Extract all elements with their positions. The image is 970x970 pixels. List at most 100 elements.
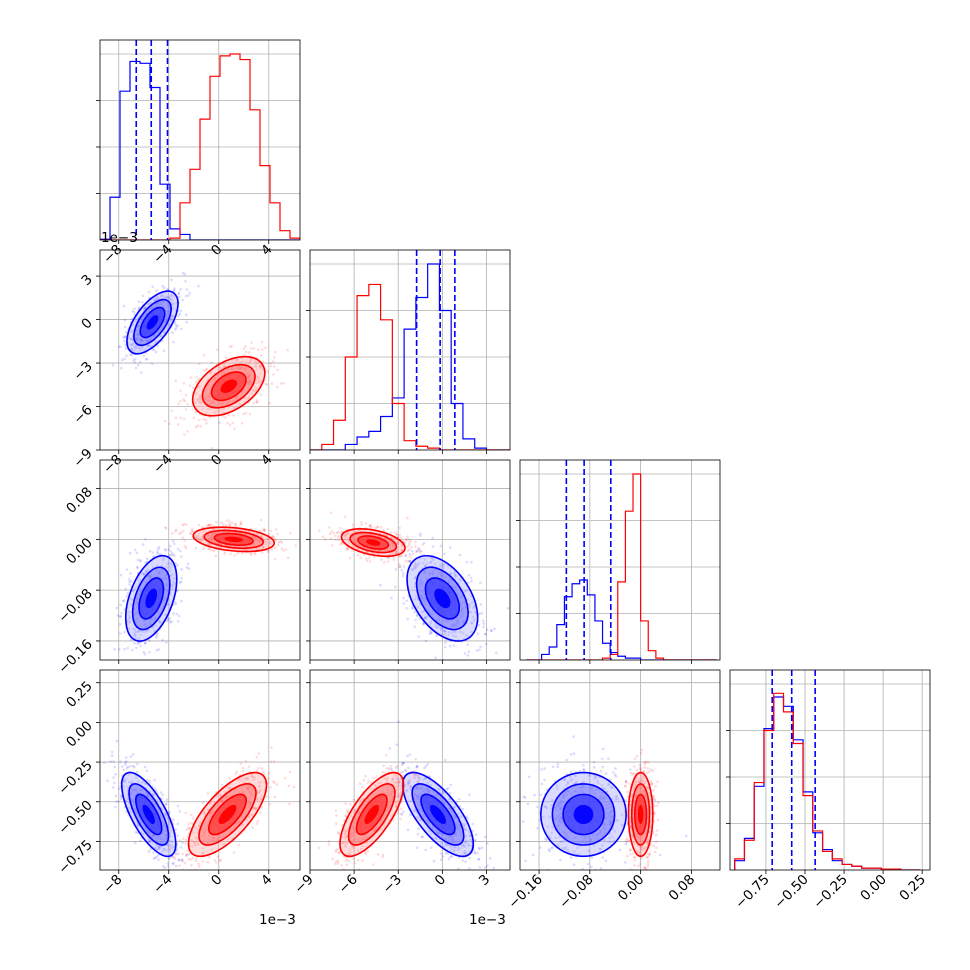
scatter-p3-p0-red-point-84 [250, 813, 254, 817]
scatter-p1-p0-red-point-353 [248, 412, 252, 416]
scatter-p3-p0-red-point-506 [152, 833, 155, 837]
scatter-p2-p1-red-point-254 [330, 529, 334, 533]
scatter-p2-p1-blue-point-137 [408, 553, 412, 556]
scatter-p1-p0-red-point-114 [206, 407, 210, 411]
scatter-p3-p1-blue-point-309 [424, 764, 428, 768]
scatter-p2-p0-red-point-508 [211, 527, 215, 531]
scatter-p1-p0-red-point-325 [258, 379, 262, 383]
scatter-p2-p0-red-point-446 [314, 545, 317, 548]
scatter-p2-p0-red-point-498 [286, 556, 290, 560]
scatter-p1-p0-blue-point-12 [177, 291, 181, 295]
scatter-p3-p1-blue-point-308 [405, 788, 409, 792]
scatter-p2-p1-red-point-222 [356, 553, 360, 557]
scatter-p2-p0-blue-point-515 [141, 572, 145, 576]
scatter-p1-p0-red-point-436 [243, 396, 247, 400]
scatter-p1-p0-red-point-162 [194, 425, 198, 429]
scatter-p2-p0-blue-point-483 [127, 610, 130, 614]
scatter-p2-p1-blue-point-417 [465, 589, 468, 593]
scatter-p3-p0-red-point-248 [283, 776, 287, 780]
scatter-p2-p0-red-point-61 [274, 538, 278, 541]
scatter-p2-p0-red-point-309 [201, 526, 204, 529]
scatter-p3-p0-blue-point-187 [165, 815, 169, 818]
scatter-p1-p0-blue-point-11 [173, 328, 177, 331]
scatter-p3-p0-red-point-61 [187, 826, 191, 830]
scatter-p3-p0-blue-point-343 [168, 825, 172, 829]
scatter-p1-p0-red-point-260 [170, 409, 173, 413]
scatter-p2-p1-blue-point-152 [477, 623, 481, 627]
scatter-p3-p0-xtick-label-2: 0 [208, 872, 225, 889]
scatter-p2-p0-blue-point-162 [139, 558, 142, 562]
scatter-p3-p0-red-point-258 [173, 857, 177, 861]
scatter-p3-p0-ytick-label-1: −0.50 [55, 797, 96, 838]
scatter-p3-p1-blue-point-348 [396, 778, 400, 781]
scatter-p2-p1-blue-point-193 [411, 568, 414, 571]
scatter-p1-p0-blue-point-156 [197, 284, 200, 288]
scatter-p2-p0-red-point-39 [193, 534, 197, 538]
scatter-p2-p0-blue-point-280 [170, 563, 173, 566]
scatter-p2-p0-blue-point-491 [133, 628, 137, 631]
scatter-p1-p0-red-point-87 [246, 397, 250, 400]
scatter-p2-p0-blue-point-34 [136, 558, 140, 562]
scatter-p2-p0-blue-point-41 [142, 650, 146, 654]
scatter-p3-p1-blue-point-167 [457, 867, 460, 870]
scatter-p3-p1-blue-point-383 [469, 838, 473, 842]
scatter-p2-p1-red-point-199 [398, 565, 401, 569]
scatter-p3-p0-red-point-454 [254, 807, 258, 810]
scatter-p1-p0-red-point-391 [224, 356, 228, 360]
scatter-p3-p0-blue-point-183 [152, 851, 155, 854]
scatter-p3-p0-ytick-label-0: −0.75 [55, 837, 96, 878]
scatter-p2-p1-red-point-512 [418, 550, 422, 554]
scatter-p2-p0-blue-point-176 [165, 566, 168, 569]
scatter-p2-p1-blue-point-50 [424, 564, 427, 568]
scatter-p2-p0-blue-point-104 [133, 674, 136, 677]
scatter-p2-p1-red-point-147 [343, 515, 347, 518]
scatter-p2-p0-blue-point-10 [163, 548, 167, 551]
scatter-p2-p1-red-point-172 [346, 547, 349, 550]
scatter-p1-p0-blue-point-122 [187, 294, 190, 297]
scatter-p3-p0-red-point-319 [195, 837, 199, 841]
scatter-p2-p0-blue-point-446 [148, 639, 151, 642]
scatter-p2-p0-blue-point-75 [122, 599, 125, 603]
scatter-p3-p0-red-point-509 [197, 862, 200, 866]
scatter-p1-p0-red-point-14 [222, 365, 225, 369]
scatter-p2-p1-red-point-510 [394, 549, 398, 553]
scatter-p3-p1-blue-point-98 [446, 843, 450, 846]
scatter-p3-p1-blue-point-382 [439, 852, 443, 855]
scatter-p2-p0-red-point-403 [179, 531, 183, 534]
scatter-p3-p0-red-point-139 [181, 852, 184, 856]
scatter-p3-p0-blue-point-355 [135, 770, 139, 774]
scatter-p2-p0-blue-point-485 [168, 544, 172, 548]
scatter-p3-p1-blue-point-132 [461, 807, 465, 811]
scatter-p1-p0-red-point-298 [247, 351, 251, 354]
hist-p2-plot-area [520, 460, 720, 660]
scatter-p3-p0-blue-point-225 [120, 765, 124, 768]
scatter-p2-p1-red-point-491 [389, 535, 393, 539]
scatter-p2-p1-blue-point-399 [478, 612, 481, 616]
scatter-p1-p0-red-point-30 [221, 411, 224, 414]
scatter-p1-p0-red-point-203 [186, 403, 189, 406]
scatter-p2-p1-blue-point-101 [469, 611, 473, 614]
scatter-p3-p1-blue-point-55 [471, 871, 474, 874]
scatter-p2-p1-red-point-188 [376, 525, 380, 528]
scatter-p2-p1-red-point-157 [360, 520, 363, 524]
scatter-p2-p1-blue-point-116 [449, 546, 452, 549]
scatter-p3-p1-blue-point-122 [429, 832, 433, 836]
scatter-p1-p0-blue-point-508 [125, 330, 128, 334]
scatter-p3-p0-red-point-249 [223, 790, 227, 794]
scatter-p2-p1-red-point-168 [406, 545, 409, 548]
scatter-p1-p0-red-point-375 [218, 366, 221, 369]
scatter-p1-p0-blue-point-140 [182, 271, 185, 275]
scatter-p1-p0-red-point-465 [282, 381, 286, 385]
scatter-p2-p0-blue-point-237 [136, 566, 139, 570]
scatter-p2-p0-blue-point-246 [179, 549, 182, 553]
scatter-p2-p1-blue-point-338 [406, 617, 410, 621]
scatter-p1-p0-blue-point-431 [141, 294, 145, 298]
scatter-p3-p1-blue-point-121 [442, 845, 446, 848]
scatter-p1-p0-blue-point-172 [141, 301, 144, 304]
scatter-p2-p1-blue-point-383 [424, 616, 428, 619]
scatter-p2-p0-red-point-464 [194, 546, 198, 550]
scatter-p1-p0-red-point-223 [259, 354, 263, 357]
scatter-p3-p1-blue-point-101 [463, 845, 466, 848]
scatter-p1-p0-red-point-316 [248, 359, 252, 363]
scatter-p2-p1-blue-point-364 [441, 563, 445, 566]
